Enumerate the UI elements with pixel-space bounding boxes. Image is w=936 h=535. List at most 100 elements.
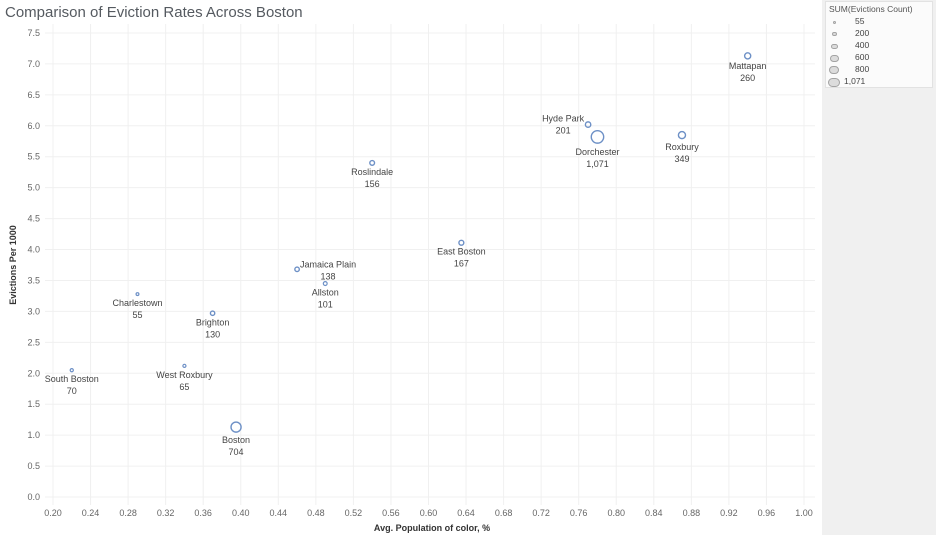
x-tick-label: 0.24 [82, 508, 100, 518]
point-count-label: 201 [556, 126, 571, 136]
legend-item: 400 [826, 40, 932, 52]
legend-title: SUM(Evictions Count) [829, 4, 913, 14]
data-point [209, 310, 216, 317]
x-tick-label: 0.96 [758, 508, 776, 518]
y-tick-label: 1.0 [27, 430, 40, 440]
data-point [369, 159, 376, 166]
point-name-label: Brighton [196, 317, 230, 327]
point-name-label: East Boston [437, 247, 486, 257]
data-point [294, 266, 301, 273]
y-tick-label: 5.0 [27, 183, 40, 193]
scatter-plot: 0.0 0.5 1.0 1.5 2.0 2.5 3.0 3.5 4.0 4.5 5.0 5.5 6.0 6… [8, 24, 815, 533]
x-tick-label: 0.60 [420, 508, 438, 518]
point-name-label: Dorchester [575, 147, 619, 157]
point-count-label: 138 [321, 271, 336, 281]
x-tick-label: 0.40 [232, 508, 250, 518]
y-tick-label: 5.5 [27, 152, 40, 162]
data-point [584, 121, 592, 128]
point-count-label: 70 [67, 386, 77, 396]
point-count-label: 55 [132, 310, 142, 320]
point-name-label: Boston [222, 435, 250, 445]
y-tick-label: 4.0 [27, 245, 40, 255]
x-tick-label: 0.92 [720, 508, 738, 518]
point-count-label: 65 [179, 382, 189, 392]
x-tick-label: 0.88 [683, 508, 701, 518]
legend-size-marker [830, 43, 838, 49]
legend-size-marker [832, 21, 836, 24]
data-point [230, 421, 242, 433]
y-tick-label: 6.0 [27, 121, 40, 131]
x-tick-label: 0.84 [645, 508, 663, 518]
x-tick-label: 0.44 [270, 508, 288, 518]
x-tick-label: 0.36 [194, 508, 212, 518]
point-name-label: Roxbury [665, 142, 699, 152]
legend-size-marker [831, 32, 837, 36]
point-count-label: 167 [454, 259, 469, 269]
x-tick-label: 0.68 [495, 508, 513, 518]
x-axis-label: Avg. Population of color, % [374, 523, 490, 533]
x-tick-label: 0.20 [44, 508, 62, 518]
x-tick-label: 0.64 [457, 508, 475, 518]
y-tick-label: 4.5 [27, 214, 40, 224]
point-count-label: 260 [740, 73, 755, 83]
legend-item: 55 [826, 16, 932, 28]
data-point [590, 130, 605, 144]
data-point [69, 367, 74, 373]
x-tick-label: 1.00 [795, 508, 813, 518]
y-tick-label: 1.5 [27, 399, 40, 409]
legend-size-marker [829, 66, 839, 74]
point-count-label: 156 [365, 179, 380, 189]
legend-item-label: 1,071 [844, 76, 866, 86]
point-name-label: Allston [312, 288, 339, 298]
y-tick-label: 3.0 [27, 306, 40, 316]
y-tick-label: 7.0 [27, 59, 40, 69]
x-tick-label: 0.80 [607, 508, 625, 518]
point-count-label: 101 [318, 300, 333, 310]
x-tick-label: 0.32 [157, 508, 175, 518]
y-axis-label: Evictions Per 1000 [8, 225, 18, 305]
y-tick-label: 2.5 [27, 337, 40, 347]
data-point [743, 52, 752, 60]
point-name-label: Charlestown [112, 298, 162, 308]
x-tick-label: 0.52 [345, 508, 363, 518]
y-tick-label: 2.0 [27, 368, 40, 378]
x-tick-label: 0.56 [382, 508, 400, 518]
x-tick-label: 0.48 [307, 508, 325, 518]
legend-panel [822, 0, 936, 535]
point-name-label: Roslindale [351, 167, 393, 177]
point-count-label: 704 [229, 447, 244, 457]
point-name-label: Hyde Park [542, 114, 585, 124]
point-count-label: 130 [205, 329, 220, 339]
legend-item: 800 [826, 64, 932, 76]
y-tick-label: 0.0 [27, 492, 40, 502]
point-count-label: 349 [674, 154, 689, 164]
legend-item-label: 55 [855, 16, 865, 26]
data-point [458, 239, 465, 246]
y-tick-label: 7.5 [27, 28, 40, 38]
y-tick-label: 0.5 [27, 461, 40, 471]
legend-size-marker [828, 77, 840, 87]
size-legend: SUM(Evictions Count) 55 200 400 600 800 1,071 [825, 1, 933, 88]
data-point [677, 130, 687, 140]
x-tick-label: 0.72 [532, 508, 550, 518]
x-tick-label: 0.28 [119, 508, 137, 518]
point-name-label: Mattapan [729, 61, 767, 71]
point-count-label: 1,071 [586, 159, 609, 169]
y-tick-label: 6.5 [27, 90, 40, 100]
legend-item: 600 [826, 52, 932, 64]
legend-item: 200 [826, 28, 932, 40]
chart-title: Comparison of Eviction Rates Across Bost… [5, 4, 303, 21]
point-name-label: West Roxbury [156, 370, 213, 380]
legend-size-marker [829, 54, 839, 62]
legend-item-label: 200 [855, 28, 870, 38]
sort-icon: ↗ [484, 524, 491, 533]
legend-item-label: 800 [855, 64, 870, 74]
legend-item-label: 600 [855, 52, 870, 62]
x-tick-label: 0.76 [570, 508, 588, 518]
legend-item-label: 400 [855, 40, 870, 50]
point-name-label: South Boston [45, 374, 99, 384]
data-point [322, 281, 328, 287]
legend-item: 1,071 [826, 76, 932, 88]
y-tick-label: 3.5 [27, 275, 40, 285]
data-point [182, 363, 187, 368]
